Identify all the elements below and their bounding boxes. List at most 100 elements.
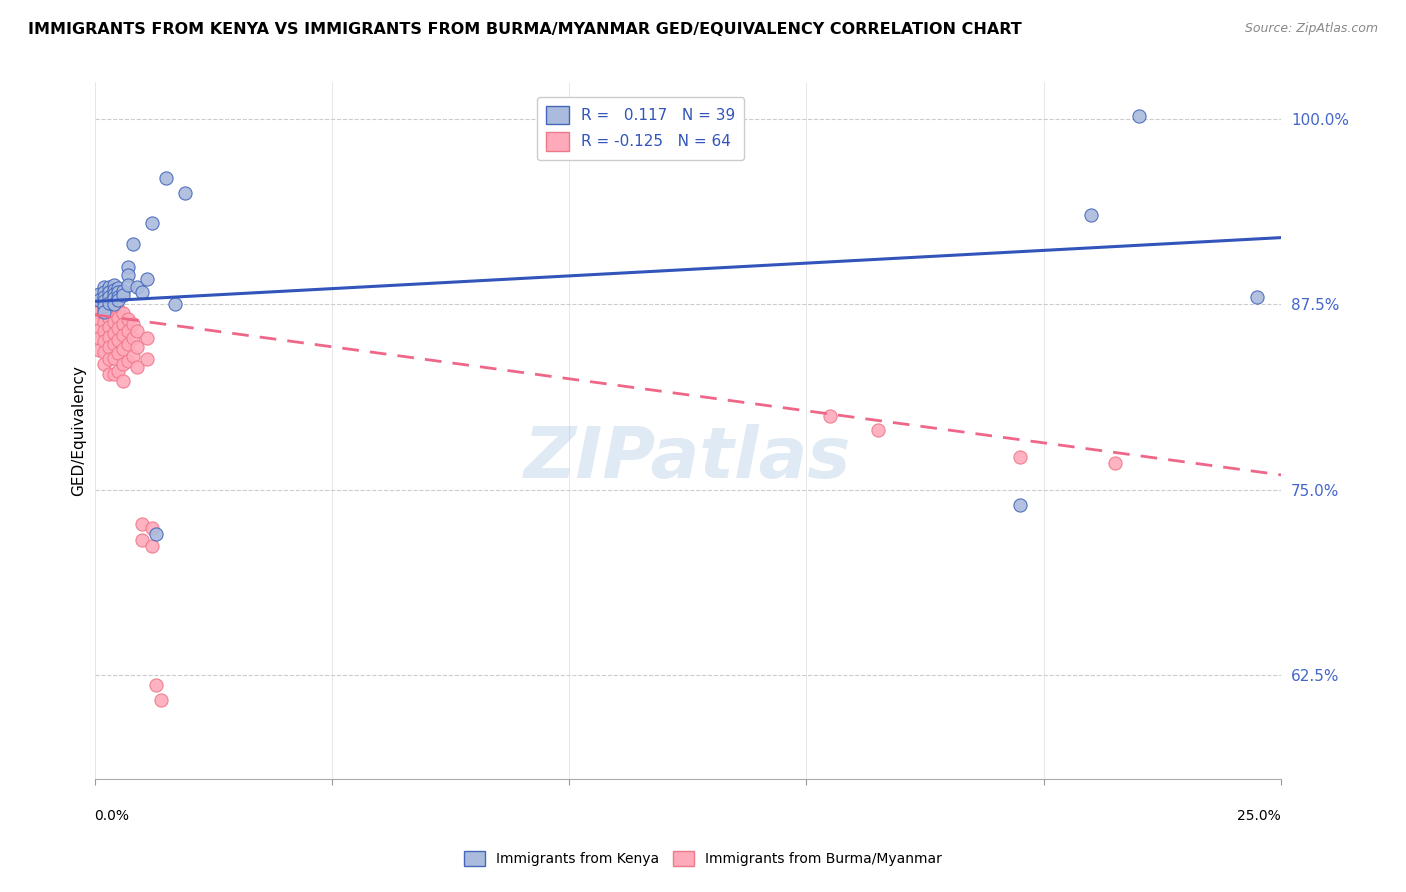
Point [89, 331, 111, 345]
Point [93, 285, 115, 300]
Text: IMMIGRANTS FROM KENYA VS IMMIGRANTS FROM BURMA/MYANMAR GED/EQUIVALENCY CORRELATI: IMMIGRANTS FROM KENYA VS IMMIGRANTS FROM… [28, 22, 1022, 37]
Point [93, 324, 115, 338]
Point [121, 349, 143, 363]
Point [103, 351, 125, 365]
Point [107, 293, 129, 307]
Point [93, 296, 115, 310]
Point [117, 278, 139, 293]
Point [93, 357, 115, 371]
Point [103, 337, 125, 351]
Point [97, 310, 120, 325]
Point [131, 516, 153, 531]
Point [112, 317, 135, 331]
Point [165, 297, 187, 311]
Point [1246, 290, 1268, 304]
Point [97, 319, 120, 334]
Point [121, 317, 143, 331]
Point [1104, 456, 1126, 470]
Point [103, 283, 125, 297]
Point [135, 272, 157, 286]
Point [103, 315, 125, 329]
Point [117, 268, 139, 282]
Point [121, 236, 143, 251]
Point [89, 299, 111, 313]
Point [107, 301, 129, 316]
Point [141, 216, 163, 230]
Point [93, 301, 115, 316]
Point [866, 424, 889, 438]
Point [103, 306, 125, 320]
Point [112, 288, 135, 302]
Y-axis label: GED/Equivalency: GED/Equivalency [72, 365, 86, 496]
Point [89, 312, 111, 326]
Point [112, 342, 135, 356]
Point [117, 312, 139, 326]
Point [1080, 208, 1102, 222]
Point [107, 281, 129, 295]
Point [127, 279, 149, 293]
Point [112, 375, 135, 389]
Point [93, 308, 115, 322]
Point [127, 324, 149, 338]
Point [93, 294, 115, 309]
Point [97, 296, 120, 310]
Point [107, 321, 129, 335]
Point [107, 285, 129, 300]
Point [141, 539, 163, 553]
Point [97, 290, 120, 304]
Point [97, 279, 120, 293]
Point [1010, 450, 1032, 464]
Point [97, 303, 120, 318]
Point [131, 533, 153, 548]
Point [97, 367, 120, 381]
Point [1010, 498, 1032, 512]
Point [145, 527, 167, 541]
Point [89, 293, 111, 307]
Point [89, 305, 111, 319]
Point [145, 678, 167, 692]
Point [150, 693, 173, 707]
Point [131, 285, 153, 300]
Point [135, 352, 157, 367]
Point [135, 331, 157, 345]
Point [103, 292, 125, 306]
Legend: R =   0.117   N = 39, R = -0.125   N = 64: R = 0.117 N = 39, R = -0.125 N = 64 [537, 96, 744, 160]
Point [155, 171, 177, 186]
Point [117, 260, 139, 275]
Text: 0.0%: 0.0% [94, 809, 129, 823]
Point [107, 346, 129, 360]
Text: ZIPatlas: ZIPatlas [524, 424, 852, 492]
Point [97, 297, 120, 311]
Point [112, 328, 135, 343]
Point [97, 285, 120, 300]
Point [103, 326, 125, 340]
Point [89, 293, 111, 307]
Point [97, 330, 120, 344]
Point [103, 278, 125, 293]
Text: 25.0%: 25.0% [1237, 809, 1281, 823]
Point [97, 340, 120, 354]
Point [117, 353, 139, 368]
Point [107, 290, 129, 304]
Point [103, 367, 125, 381]
Point [121, 331, 143, 345]
Text: Source: ZipAtlas.com: Source: ZipAtlas.com [1244, 22, 1378, 36]
Point [107, 364, 129, 378]
Point [93, 344, 115, 359]
Point [103, 297, 125, 311]
Point [93, 305, 115, 319]
Point [127, 340, 149, 354]
Point [173, 186, 195, 201]
Point [112, 284, 135, 298]
Point [89, 287, 111, 301]
Point [93, 279, 115, 293]
Point [112, 357, 135, 371]
Point [117, 324, 139, 338]
Point [107, 333, 129, 347]
Point [127, 359, 149, 374]
Point [117, 337, 139, 351]
Point [93, 315, 115, 329]
Point [93, 299, 115, 313]
Point [97, 352, 120, 367]
Point [93, 334, 115, 349]
